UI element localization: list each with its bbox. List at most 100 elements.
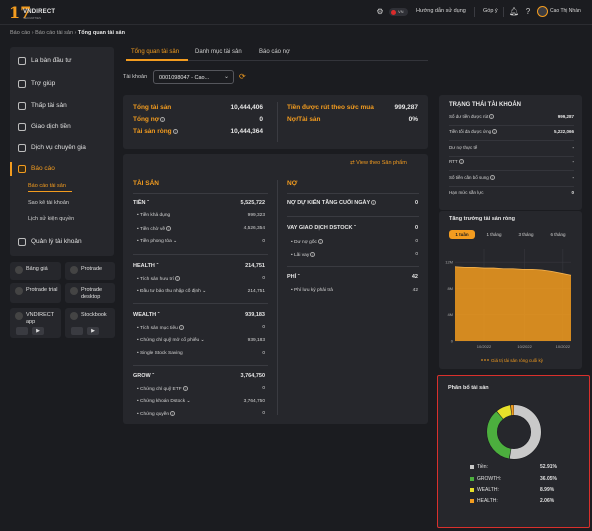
chevron-down-icon[interactable]: ⌄	[186, 399, 191, 404]
period-3-months[interactable]: 3 tháng	[518, 232, 534, 237]
view-by-product-link[interactable]: ⇄ View theo Sản phẩm	[350, 160, 407, 166]
google-play-icon[interactable]: ▶	[87, 327, 99, 335]
sidebar-item-expert-service[interactable]: Dịch vụ chuyên gia	[10, 139, 114, 157]
debt-upcoming-label: NỢ DỰ KIẾN TĂNG CUỐI NGÀY i	[287, 200, 377, 206]
sidebar-item-reports[interactable]: Báo cáo	[10, 160, 114, 178]
protrade-link[interactable]: Protrade	[65, 262, 115, 280]
protrade-trial-link[interactable]: Protrade trial	[10, 283, 61, 303]
donut-slice[interactable]	[487, 405, 541, 459]
header-divider	[503, 7, 504, 17]
info-icon[interactable]: i	[174, 276, 180, 281]
sidebar-subitem-account-statement[interactable]: Sao kê tài khoản	[28, 200, 69, 206]
apple-store-icon[interactable]	[16, 327, 28, 335]
debt-fee-value: 42	[411, 274, 418, 280]
info-icon[interactable]: i	[310, 252, 316, 257]
info-icon[interactable]: i	[170, 411, 176, 416]
user-name[interactable]: Cao Thị Nhàn	[550, 8, 581, 14]
apple-store-icon[interactable]	[71, 327, 83, 335]
info-icon[interactable]: i	[160, 116, 166, 122]
info-icon[interactable]: i	[317, 239, 323, 244]
help-icon[interactable]: ?	[525, 7, 531, 16]
legend-swatch	[470, 488, 474, 492]
donut-slice[interactable]	[487, 405, 541, 459]
breadcrumb-item[interactable]: Báo cáo tài sản	[35, 30, 74, 36]
chevron-down-icon[interactable]: ⌄	[200, 338, 205, 343]
x-tick-label: 10/2022	[517, 344, 532, 349]
chevron-down-icon[interactable]: ⌄	[173, 239, 178, 244]
info-icon[interactable]: i	[166, 226, 172, 231]
protrade-desktop-link[interactable]: Protrade desktop	[65, 283, 115, 303]
tab-debt-report[interactable]: Báo cáo nợ	[259, 49, 290, 55]
legend-percent: 8.99%	[540, 487, 555, 493]
group-name: GROW	[133, 373, 151, 379]
vndirect-logo[interactable]: 17 VNDIRECT SECURITIES	[9, 3, 59, 22]
sidebar-subitem-rights-history[interactable]: Lịch sử kiện quyền	[28, 216, 75, 222]
assets-debt-divider	[277, 180, 278, 415]
legend-percent: 2.06%	[540, 498, 555, 504]
info-icon[interactable]: i	[182, 386, 188, 391]
tab-asset-portfolio[interactable]: Danh mục tài sản	[195, 49, 242, 55]
chevron-up-icon: ˆ	[147, 200, 149, 206]
price-board-link[interactable]: Bảng giá	[10, 262, 61, 280]
language-toggle[interactable]: VN	[389, 8, 408, 16]
breadcrumb-item[interactable]: Báo cáo	[10, 30, 31, 36]
debt-margin-group[interactable]: VAY GIAO DỊCH DSTOCK ˆ	[287, 225, 356, 231]
total-assets-label: Tổng tài sản	[133, 104, 172, 111]
breadcrumb-current: Tổng quan tài sản	[77, 30, 125, 36]
info-icon[interactable]: i	[489, 175, 495, 181]
google-play-icon[interactable]: ▶	[32, 327, 44, 335]
total-debt-value: 0	[259, 116, 263, 123]
asset-group-wealth[interactable]: WEALTH ˆ	[133, 312, 160, 318]
info-icon[interactable]: i	[371, 200, 377, 206]
user-avatar[interactable]	[537, 6, 548, 17]
bell-icon[interactable]: 🔔︎	[509, 7, 520, 16]
chevron-down-icon[interactable]: ⌄	[202, 289, 207, 294]
item-name: Tiền khả dụng	[139, 213, 171, 218]
debt-ratio-label: Nợ/Tài sản	[287, 116, 321, 123]
allocation-title: Phân bổ tài sản	[448, 385, 489, 391]
asset-group-cash[interactable]: TIỀN ˆ	[133, 200, 149, 206]
info-icon[interactable]: i	[489, 114, 495, 120]
status-label: Hạn mức sẵn lực	[449, 190, 484, 195]
sidebar: La bàn đầu tư Trợ giúp Thấp tài sản Giao…	[10, 47, 114, 256]
group-value: 939,183	[245, 312, 265, 318]
user-guide-link[interactable]: Hướng dẫn sử dụng	[416, 8, 466, 14]
tab-asset-overview[interactable]: Tổng quan tài sản	[131, 49, 180, 55]
asset-group-grow[interactable]: GROW ˆ	[133, 373, 154, 379]
sidebar-item-label: Báo cáo	[31, 165, 55, 172]
info-icon[interactable]: i	[172, 128, 178, 134]
account-select[interactable]: 0001098047 - Cao... ⌄	[153, 70, 234, 84]
sidebar-item-account-management[interactable]: Quản lý tài khoản	[10, 233, 114, 251]
refresh-icon[interactable]: ⟳	[239, 72, 246, 81]
sidebar-item-help[interactable]: Trợ giúp	[10, 75, 114, 93]
allocation-donut-chart	[486, 404, 542, 460]
item-value: 3,764,750	[243, 399, 265, 404]
info-icon[interactable]: i	[492, 129, 498, 135]
header-divider	[474, 7, 475, 17]
legend-growth: GROWTH: 36.05%	[470, 476, 557, 483]
feedback-link[interactable]: Góp ý	[483, 8, 498, 14]
expert-icon	[18, 144, 26, 152]
settings-icon[interactable]: ⚙	[376, 7, 384, 16]
legend-cash: Tiền: 52.91%	[470, 464, 557, 471]
info-icon[interactable]: i	[458, 159, 464, 165]
sidebar-item-cash-transactions[interactable]: Giao dịch tiền	[10, 118, 114, 136]
period-1-month[interactable]: 1 tháng	[486, 232, 502, 237]
asset-group-health[interactable]: HEALTH ˆ	[133, 263, 158, 269]
period-1-week[interactable]: 1 tuần	[449, 230, 475, 239]
sidebar-item-compass[interactable]: La bàn đầu tư	[10, 52, 114, 70]
bullet-icon: •	[137, 351, 141, 356]
debt-fee-group[interactable]: PHÍ ˆ	[287, 274, 300, 280]
info-icon[interactable]: i	[178, 325, 184, 330]
group-name: WEALTH	[133, 312, 157, 318]
item-value: 0	[262, 325, 265, 330]
item-name: Chứng chỉ quỹ mở cổ phiếu	[140, 338, 200, 343]
bullet-icon: •	[291, 252, 295, 258]
sidebar-item-assets[interactable]: Thấp tài sản	[10, 97, 114, 115]
assets-title: TÀI SẢN	[133, 180, 159, 187]
sidebar-subitem-asset-report[interactable]: Báo cáo tài sản	[28, 183, 66, 189]
period-6-months[interactable]: 6 tháng	[550, 232, 566, 237]
item-name: Chứng quyền	[140, 411, 170, 417]
item-name: Tích sản mục tiêu	[139, 325, 178, 331]
group-name: PHÍ	[287, 274, 297, 280]
